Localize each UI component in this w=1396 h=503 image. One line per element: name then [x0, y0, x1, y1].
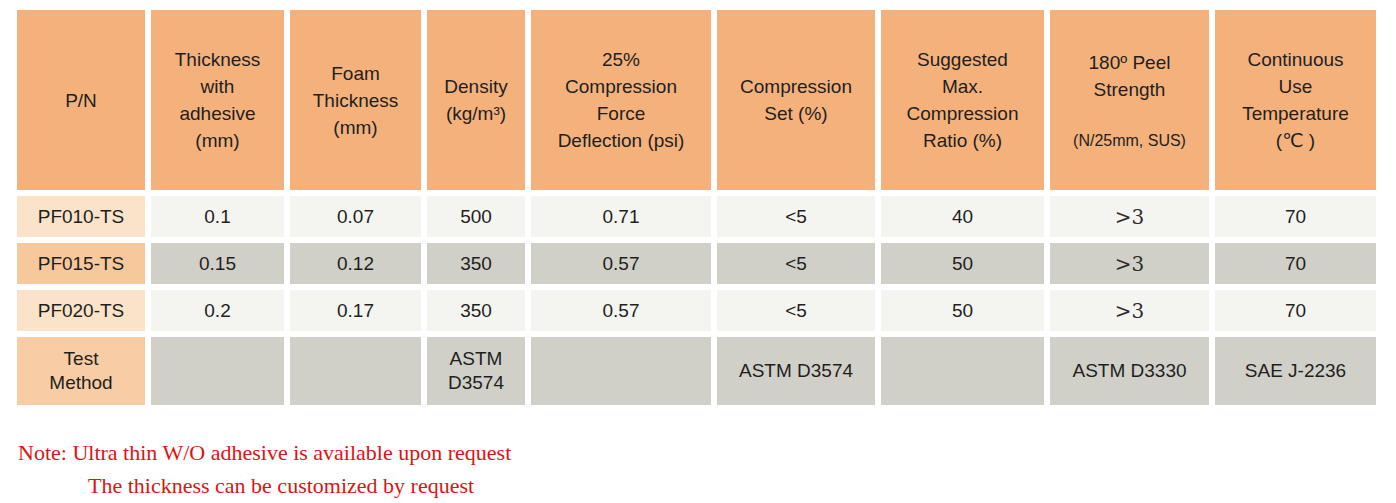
pn-cell: PF010-TS — [17, 196, 145, 237]
pn-cell: PF020-TS — [17, 290, 145, 331]
pn-cell: PF015-TS — [17, 243, 145, 284]
peel-strength-label: 180º Peel Strength — [1073, 49, 1186, 103]
value-cell: 0.57 — [531, 290, 711, 331]
value-cell: 500 — [427, 196, 525, 237]
test-method-cell — [151, 337, 284, 405]
test-method-cell: ASTM D3574 — [427, 337, 525, 405]
value-cell: 40 — [881, 196, 1044, 237]
spec-table: P/N Thickness with adhesive (mm) Foam Th… — [17, 10, 1376, 405]
header-cell-thickness-with-adhesive: Thickness with adhesive (mm) — [151, 10, 284, 190]
test-method-cell: ASTM D3330 — [1050, 337, 1209, 405]
test-method-cell — [290, 337, 421, 405]
note-block: Note: Ultra thin W/O adhesive is availab… — [18, 436, 511, 502]
value-cell: 350 — [427, 243, 525, 284]
header-cell-compression-force-deflection: 25% Compression Force Deflection (psi) — [531, 10, 711, 190]
value-cell: 0.15 — [151, 243, 284, 284]
value-cell: >3 — [1050, 196, 1209, 237]
value-cell: 0.1 — [151, 196, 284, 237]
peel-strength-sub-label: (N/25mm, SUS) — [1073, 130, 1186, 152]
value-cell: <5 — [717, 243, 875, 284]
value-cell: 0.17 — [290, 290, 421, 331]
note-line-2: The thickness can be customized by reque… — [88, 469, 511, 502]
value-cell: 0.07 — [290, 196, 421, 237]
header-cell-compression-set: Compression Set (%) — [717, 10, 875, 190]
test-method-cell: SAE J-2236 — [1215, 337, 1376, 405]
header-cell-density: Density (kg/m³) — [427, 10, 525, 190]
header-cell-peel-strength: 180º Peel Strength (N/25mm, SUS) — [1050, 10, 1209, 190]
value-cell: 70 — [1215, 243, 1376, 284]
value-cell: 350 — [427, 290, 525, 331]
value-cell: 50 — [881, 290, 1044, 331]
value-cell: 0.12 — [290, 243, 421, 284]
header-cell-suggested-max-compression-ratio: Suggested Max. Compression Ratio (%) — [881, 10, 1044, 190]
test-method-cell: ASTM D3574 — [717, 337, 875, 405]
value-cell: 0.2 — [151, 290, 284, 331]
test-method-label-cell: Test Method — [17, 337, 145, 405]
value-cell: 70 — [1215, 290, 1376, 331]
value-cell: 70 — [1215, 196, 1376, 237]
note-line-1: Note: Ultra thin W/O adhesive is availab… — [18, 436, 511, 469]
value-cell: <5 — [717, 290, 875, 331]
value-cell: <5 — [717, 196, 875, 237]
header-cell-continuous-use-temperature: Continuous Use Temperature (℃ ) — [1215, 10, 1376, 190]
value-cell: 50 — [881, 243, 1044, 284]
test-method-cell — [531, 337, 711, 405]
test-method-cell — [881, 337, 1044, 405]
header-cell-pn: P/N — [17, 10, 145, 190]
value-cell: 0.57 — [531, 243, 711, 284]
value-cell: 0.71 — [531, 196, 711, 237]
value-cell: >3 — [1050, 243, 1209, 284]
header-cell-foam-thickness: Foam Thickness (mm) — [290, 10, 421, 190]
value-cell: >3 — [1050, 290, 1209, 331]
